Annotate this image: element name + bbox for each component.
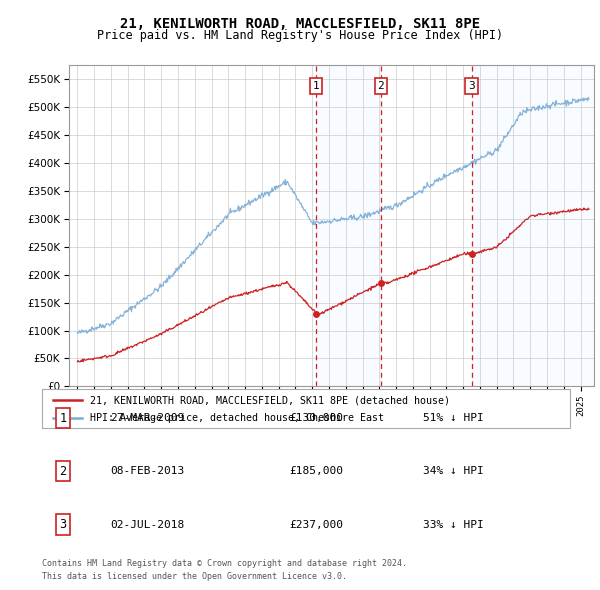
Bar bbox=[472, 65, 594, 386]
Text: £237,000: £237,000 bbox=[290, 520, 344, 529]
Text: This data is licensed under the Open Government Licence v3.0.: This data is licensed under the Open Gov… bbox=[42, 572, 347, 581]
Text: 08-FEB-2013: 08-FEB-2013 bbox=[110, 467, 185, 476]
Text: 21, KENILWORTH ROAD, MACCLESFIELD, SK11 8PE: 21, KENILWORTH ROAD, MACCLESFIELD, SK11 … bbox=[120, 17, 480, 31]
Text: £185,000: £185,000 bbox=[290, 467, 344, 476]
Text: 51% ↓ HPI: 51% ↓ HPI bbox=[424, 414, 484, 423]
Text: 1: 1 bbox=[59, 412, 67, 425]
Text: £130,000: £130,000 bbox=[290, 414, 344, 423]
FancyBboxPatch shape bbox=[42, 389, 570, 428]
Text: Contains HM Land Registry data © Crown copyright and database right 2024.: Contains HM Land Registry data © Crown c… bbox=[42, 559, 407, 568]
Text: 3: 3 bbox=[59, 518, 67, 531]
Text: 3: 3 bbox=[468, 81, 475, 91]
Text: Price paid vs. HM Land Registry's House Price Index (HPI): Price paid vs. HM Land Registry's House … bbox=[97, 29, 503, 42]
Text: 34% ↓ HPI: 34% ↓ HPI bbox=[424, 467, 484, 476]
Text: 33% ↓ HPI: 33% ↓ HPI bbox=[424, 520, 484, 529]
Text: HPI: Average price, detached house, Cheshire East: HPI: Average price, detached house, Ches… bbox=[89, 413, 383, 423]
Text: 2: 2 bbox=[59, 465, 67, 478]
Bar bbox=[316, 65, 381, 386]
Text: 21, KENILWORTH ROAD, MACCLESFIELD, SK11 8PE (detached house): 21, KENILWORTH ROAD, MACCLESFIELD, SK11 … bbox=[89, 395, 449, 405]
Text: 2: 2 bbox=[377, 81, 385, 91]
Text: 27-MAR-2009: 27-MAR-2009 bbox=[110, 414, 185, 423]
Text: 02-JUL-2018: 02-JUL-2018 bbox=[110, 520, 185, 529]
Text: 1: 1 bbox=[313, 81, 319, 91]
